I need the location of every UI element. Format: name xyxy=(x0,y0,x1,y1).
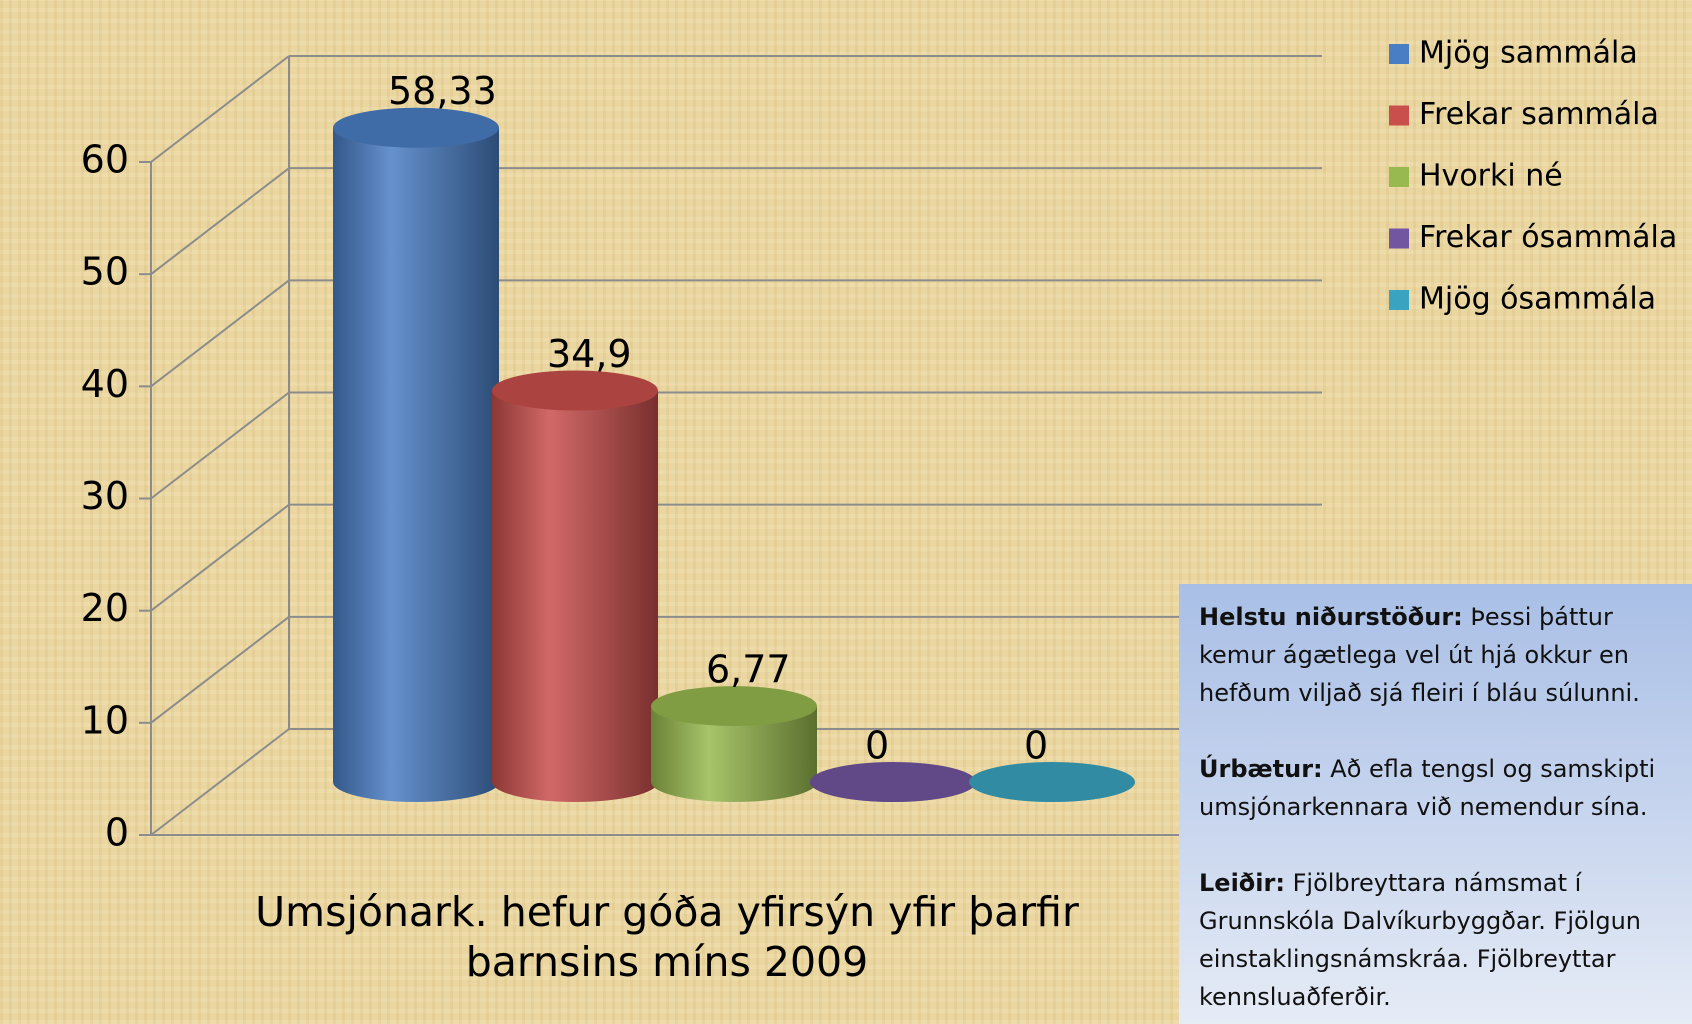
grid-line-side xyxy=(150,728,290,836)
cylinder-top xyxy=(969,762,1135,802)
y-tick-label: 0 xyxy=(105,811,129,855)
cylinder-top xyxy=(651,686,817,727)
note-label: Helstu niðurstöður: xyxy=(1199,603,1463,631)
legend-label: Hvorki né xyxy=(1419,159,1563,194)
x-axis-label: Umsjónark. hefur góða yfirsýn yfir þarfi… xyxy=(255,888,1079,986)
note-label: Úrbætur: xyxy=(1199,755,1323,783)
grid-line-side xyxy=(150,167,290,275)
cylinder xyxy=(492,370,658,802)
value-label: 58,33 xyxy=(388,69,497,113)
legend-swatch xyxy=(1389,105,1409,126)
cylinder-top xyxy=(333,107,499,148)
legend-label: Frekar sammála xyxy=(1419,97,1659,132)
cylinder xyxy=(969,762,1135,802)
cylinder-body xyxy=(651,706,817,802)
value-label: 0 xyxy=(1024,724,1048,768)
legend-label: Frekar ósammála xyxy=(1419,220,1677,255)
legend-swatch xyxy=(1389,167,1409,187)
note-text: Fjölbreyttara námsmat í Grunnskóla Dalví… xyxy=(1199,869,1641,1011)
y-tick-label: 20 xyxy=(81,586,129,630)
cylinder-body xyxy=(492,390,658,802)
cylinder xyxy=(333,107,499,802)
grid-line-side xyxy=(150,391,290,500)
value-label: 34,9 xyxy=(547,332,632,376)
note-text: Þessi þáttur kemur ágætlega vel út hjá o… xyxy=(1199,603,1640,707)
note: Úrbætur: Að efla tengsl og samskipti ums… xyxy=(1199,750,1682,826)
value-label: 6,77 xyxy=(706,648,791,692)
grid-line-side xyxy=(150,55,290,163)
note: Helstu niðurstöður: Þessi þáttur kemur á… xyxy=(1199,598,1682,712)
legend-swatch xyxy=(1389,44,1409,64)
legend-label: Mjög ósammála xyxy=(1419,282,1656,317)
cylinder-body xyxy=(333,127,499,802)
y-tick-label: 50 xyxy=(81,250,129,294)
legend-swatch xyxy=(1389,290,1409,310)
legend-label: Mjög sammála xyxy=(1419,36,1638,71)
note-text: Að efla tengsl og samskipti umsjónarkenn… xyxy=(1199,755,1656,821)
grid-line-side xyxy=(150,616,290,724)
y-tick-label: 40 xyxy=(81,362,129,406)
notes-box: Helstu niðurstöður: Þessi þáttur kemur á… xyxy=(1179,584,1692,1024)
cylinder xyxy=(810,762,976,802)
value-label: 0 xyxy=(865,724,889,768)
grid-line-side xyxy=(150,279,290,388)
y-tick-label: 60 xyxy=(81,138,129,182)
y-tick-label: 30 xyxy=(81,474,129,518)
grid-line-side xyxy=(150,503,290,612)
cylinder-top xyxy=(810,762,976,802)
note-label: Leiðir: xyxy=(1199,869,1285,897)
y-tick-label: 10 xyxy=(81,698,129,742)
cylinder xyxy=(651,686,817,802)
legend-swatch xyxy=(1389,228,1409,249)
note: Leiðir: Fjölbreyttara námsmat í Grunnskó… xyxy=(1199,864,1682,1016)
cylinder-top xyxy=(492,370,658,411)
